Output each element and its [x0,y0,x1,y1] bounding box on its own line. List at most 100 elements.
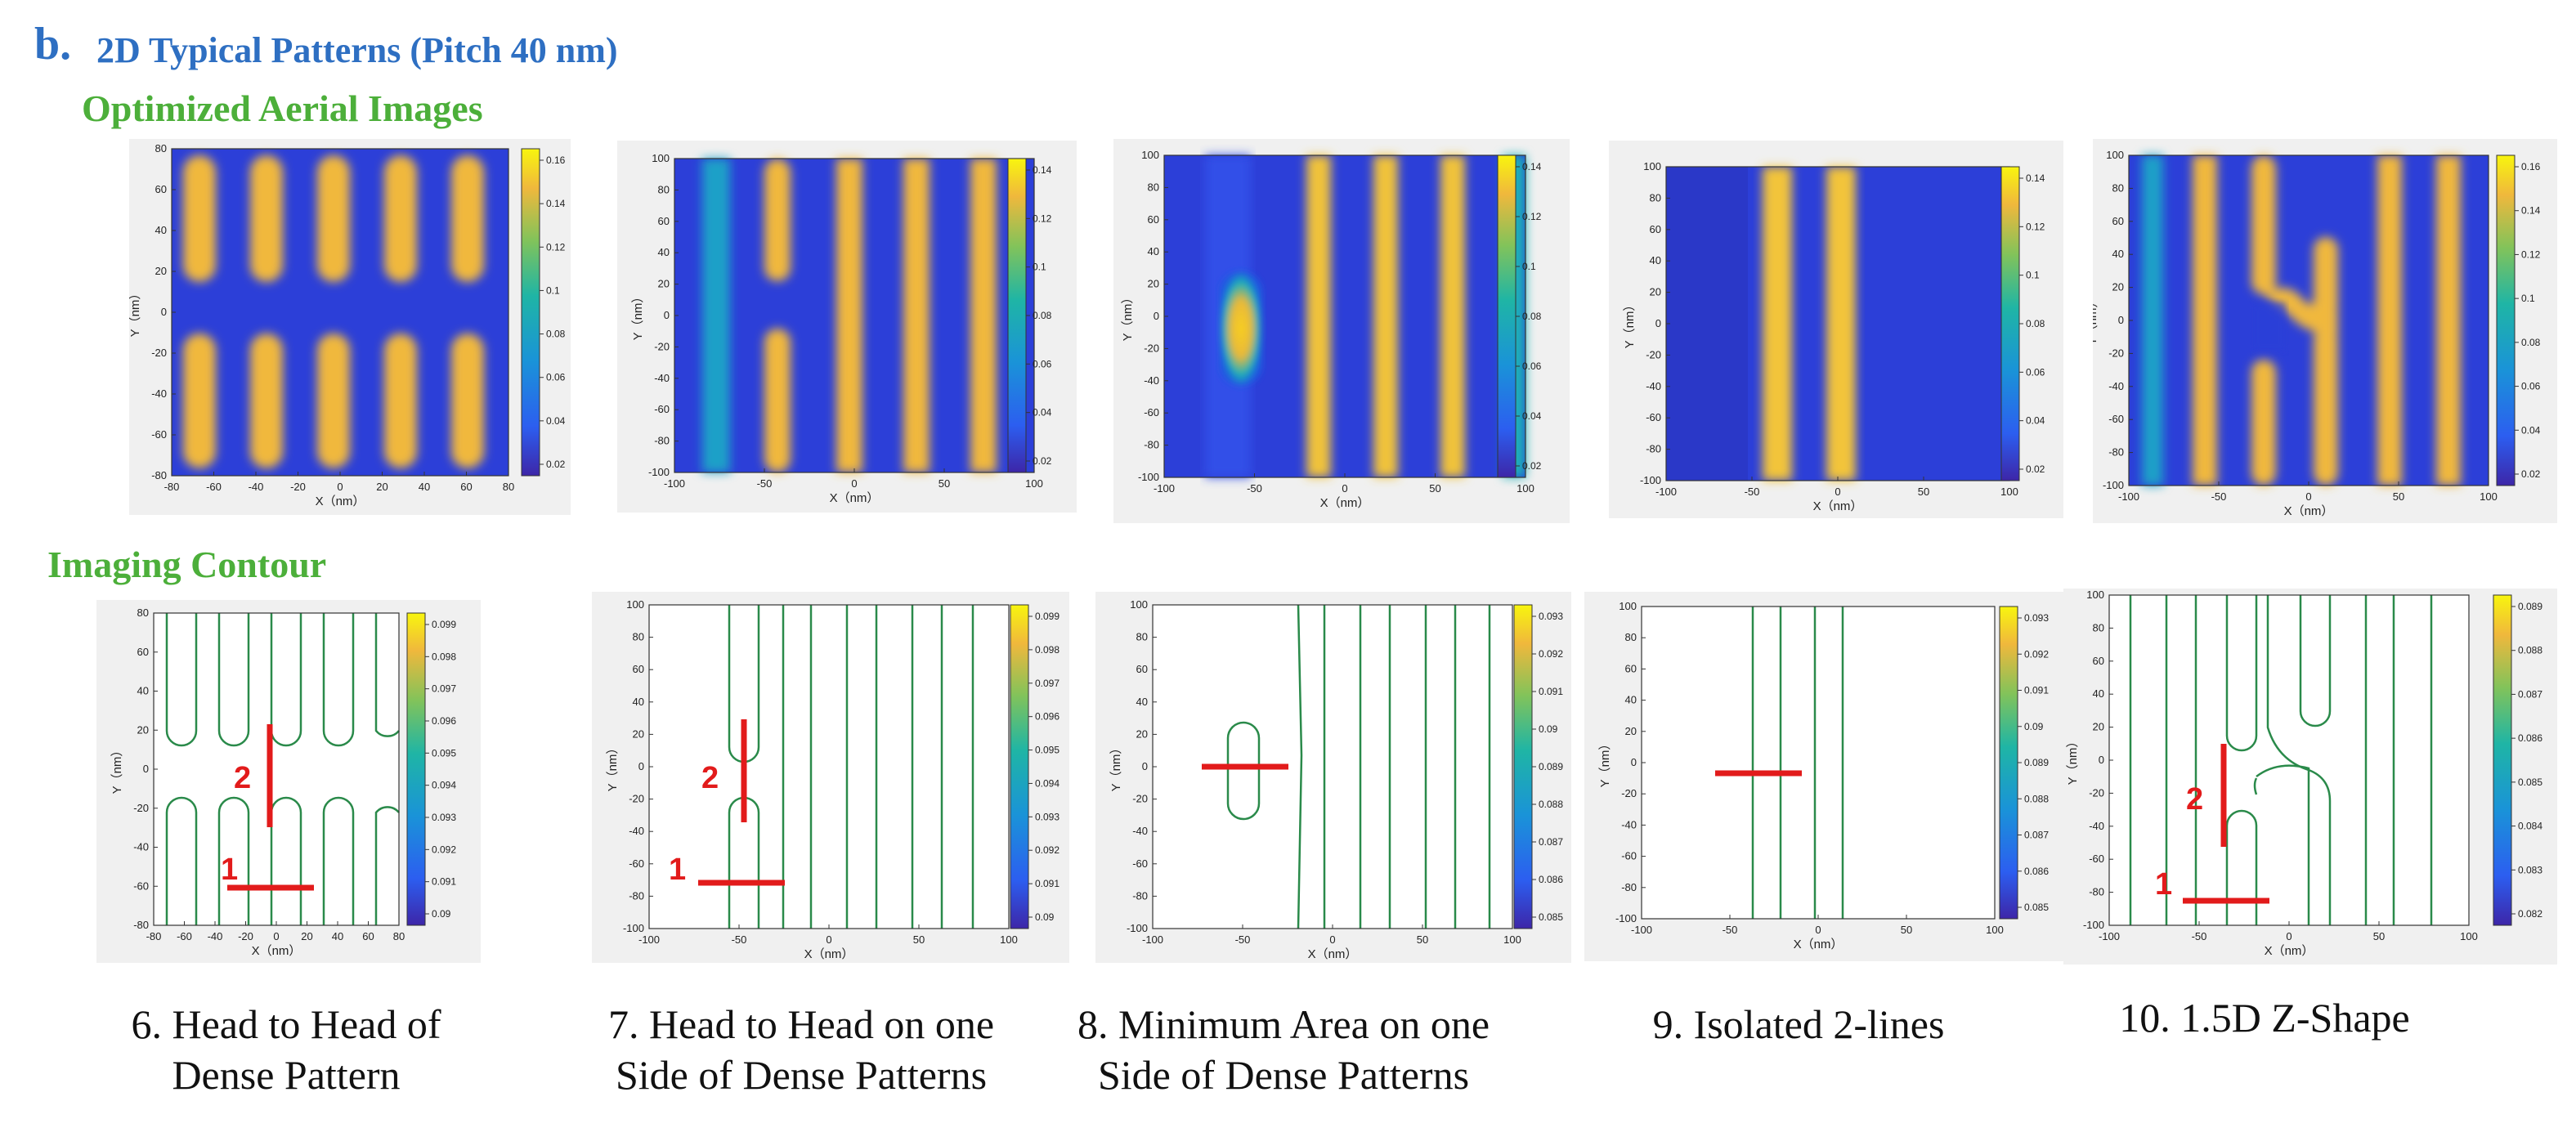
caption-10-line1: 10. 1.5D Z-Shape [2119,995,2410,1041]
colorbar-tick-label: 0.14 [546,198,566,209]
colorbar-tick-label: 0.1 [2026,270,2040,281]
y-tick-label: 20 [137,723,149,736]
marker-label-2: 2 [234,761,251,795]
y-tick-label: 80 [1650,191,1661,204]
aerial-z-shape [2263,288,2338,335]
y-tick-label: 100 [626,598,644,611]
contour-panel-9: -100 -50 0 50 100 100 80 60 40 20 0 -20 -40 -60 -80 -10… [1584,592,2063,961]
colorbar-tick-label: 0.091 [2024,685,2049,696]
x-axis-label: X（nm） [2265,944,2314,958]
colorbar-tick-label: 0.04 [1522,410,1542,422]
colorbar-tick-label: 0.098 [432,651,456,662]
x-tick-label: 100 [1503,933,1521,946]
y-tick-label: -100 [623,922,644,934]
axes: -100 -50 0 50 100 100 80 60 40 20 0 -20 -40 -60 -80 -10… [606,598,1060,961]
colorbar-tick-label: 0.09 [1035,911,1055,923]
caption-7-line1: 7. Head to Head on one [607,1001,995,1047]
x-tick-label: 0 [2305,490,2311,503]
marker-label-1: 1 [2155,867,2172,902]
aerial-line [1373,155,1398,477]
colorbar-tick-label: 0.12 [2521,248,2541,260]
contour-plot-6: 2 1 -80 -60 -40 -20 0 20 40 60 80 80 60 40 20 0 -20 -40… [110,607,456,958]
colorbar-tick-label: 0.14 [2026,172,2045,184]
aerial-line [384,155,417,282]
x-tick-label: -80 [164,481,180,493]
x-tick-label: -100 [1142,933,1163,946]
colorbar-tick-label: 0.092 [432,844,456,855]
y-axis-label: Y（nm） [110,745,124,795]
figure-title: 2D Typical Patterns (Pitch 40 nm) [96,30,618,70]
y-tick-label: 0 [638,760,644,772]
x-tick-label: 0 [1342,482,1347,495]
y-tick-label: 20 [633,727,644,740]
y-axis-label: Y（nm） [606,742,620,792]
colorbar-tick-label: 0.094 [432,780,456,791]
colorbar-tick-label: 0.12 [1522,211,1542,222]
colorbar-tick-label: 0.1 [1522,261,1536,272]
aerial-line [183,155,216,282]
colorbar-tick-label: 0.086 [1539,874,1563,885]
axes: -100 -50 0 50 100 100 80 60 40 20 0 -20 -40 -60 -80 -10… [1623,160,2045,513]
y-tick-label: 60 [1136,663,1148,675]
caption-6-line1: 6. Head to Head of [131,1001,441,1047]
marker-label-2: 2 [2186,782,2203,817]
colorbar-tick-label: 0.09 [2024,721,2044,732]
x-tick-label: -20 [238,930,253,942]
aerial-plot-10: -100 -50 0 50 100 100 80 60 40 20 0 -20 -40 -60 -80 -10… [2093,149,2541,518]
colorbar-tick-label: 0.084 [2518,821,2542,832]
y-tick-label: 60 [2112,215,2124,227]
y-tick-label: 40 [2093,687,2104,700]
y-tick-label: -40 [151,387,167,400]
colorbar [1513,604,1533,929]
y-tick-label: 0 [143,763,149,775]
colorbar-tick-label: 0.096 [1035,711,1060,723]
x-tick-label: -80 [146,930,162,942]
y-tick-label: 20 [155,265,167,277]
colorbar-tick-label: 0.097 [432,683,456,695]
y-tick-label: -100 [1138,471,1159,483]
colorbar-tick-label: 0.06 [2026,366,2045,378]
y-tick-label: -60 [2089,853,2104,865]
y-tick-label: 20 [2112,281,2124,293]
colorbar-tick-label: 0.085 [2024,902,2049,913]
caption-6: 6. Head to Head of Dense Pattern [90,999,482,1100]
x-axis-label: X（nm） [316,495,365,508]
colorbar-tick-label: 0.16 [2521,161,2541,172]
colorbar-tick-label: 0.04 [2026,415,2045,427]
y-tick-label: 40 [2112,248,2124,260]
y-tick-label: -60 [654,403,670,415]
aerial-plot-8: -100 -50 0 50 100 100 80 60 40 20 0 -20 -40 -60 -80 -10… [1121,149,1542,510]
y-axis-label: Y（nm） [631,291,645,341]
y-tick-label: -80 [1646,443,1661,455]
y-tick-label: -40 [133,841,149,853]
y-tick-label: 40 [1625,694,1637,706]
x-tick-label: -60 [177,930,192,942]
y-tick-label: -20 [1132,793,1148,805]
y-axis-label: Y（nm） [2066,736,2080,786]
colorbar-tick-label: 0.04 [1033,407,1052,419]
caption-7-line2: Side of Dense Patterns [615,1052,988,1098]
contour-panel-8: -100 -50 0 50 100 100 80 60 40 20 0 -20 -40 -60 -80 -10… [1095,592,1571,963]
y-tick-label: -40 [2089,820,2104,832]
aerial-panel-10: -100 -50 0 50 100 100 80 60 40 20 0 -20 -40 -60 -80 -10… [2093,139,2557,523]
aerial-line [2251,155,2276,294]
x-tick-label: 50 [1429,482,1440,495]
x-tick-label: 50 [1918,486,1929,498]
colorbar-tick-label: 0.098 [1035,644,1060,656]
x-tick-label: 50 [1901,924,1912,936]
section-title-contour: Imaging Contour [47,544,327,585]
y-tick-label: 100 [1141,149,1159,161]
x-tick-label: -100 [638,933,660,946]
y-tick-label: 80 [137,607,149,619]
y-tick-label: -60 [1646,411,1661,423]
caption-8-line1: 8. Minimum Area on one [1077,1001,1490,1047]
colorbar-tick-label: 0.06 [2521,381,2541,392]
y-tick-label: 20 [1136,727,1148,740]
colorbar-tick-label: 0.099 [432,619,456,630]
x-tick-label: 20 [376,481,388,493]
y-tick-label: -100 [2103,479,2124,491]
y-tick-label: 20 [2093,721,2104,733]
x-tick-label: 100 [1516,482,1534,495]
contour-panel-7: 2 1 -100 -50 0 50 100 100 80 60 40 20 0 -20 -40 -60 -8… [592,592,1069,963]
colorbar-tick-label: 0.14 [1522,161,1542,172]
